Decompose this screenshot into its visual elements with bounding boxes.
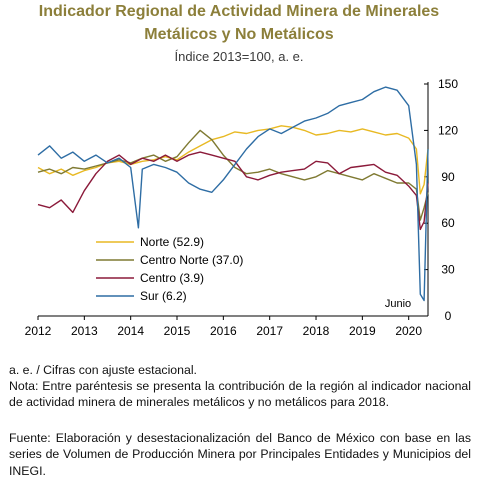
chart-title-line1: Indicador Regional de Actividad Minera d…: [38, 3, 440, 20]
y-tick-label: 0: [445, 309, 452, 323]
x-tick-label: 2019: [349, 324, 376, 338]
annotation-junio: Junio: [385, 298, 411, 310]
x-tick-label: 2016: [210, 324, 237, 338]
y-tick-label: 150: [438, 77, 458, 91]
y-tick-label: 120: [438, 123, 458, 137]
x-tick-label: 2015: [164, 324, 191, 338]
legend-label-1: Centro Norte (37.0): [140, 253, 243, 267]
legend-label-2: Centro (3.9): [140, 271, 204, 285]
x-tick-label: 2013: [71, 324, 98, 338]
chart-subtitle: Índice 2013=100, a. e.: [174, 49, 304, 64]
line-chart: 2012 2013 2014 2015 2016 2017 2018 2019 2020 0 30 6…: [25, 77, 459, 338]
series-line-3: [37, 86, 429, 302]
series-line-0: [37, 125, 429, 195]
legend-label-0: Norte (52.9): [140, 235, 204, 249]
x-tick-label: 2017: [256, 324, 283, 338]
note-fuente: Fuente: Elaboración y desestacionalizaci…: [9, 431, 471, 478]
y-tick-label: 60: [441, 216, 455, 230]
legend-label-3: Sur (6.2): [140, 289, 187, 303]
series-line-2: [37, 151, 429, 231]
y-tick-label: 30: [441, 263, 455, 277]
x-tick-label: 2014: [117, 324, 144, 338]
chart-title-line2: Metálicos y No Metálicos: [144, 26, 334, 43]
y-tick-label: 90: [441, 170, 455, 184]
note-nota: Nota: Entre paréntesis se presenta la co…: [9, 379, 471, 410]
note-abbrev: a. e. / Cifras con ajuste estacional.: [9, 363, 197, 377]
x-tick-label: 2012: [25, 324, 52, 338]
series-line-1: [37, 129, 429, 221]
x-tick-label: 2018: [303, 324, 330, 338]
x-tick-label: 2020: [395, 324, 422, 338]
